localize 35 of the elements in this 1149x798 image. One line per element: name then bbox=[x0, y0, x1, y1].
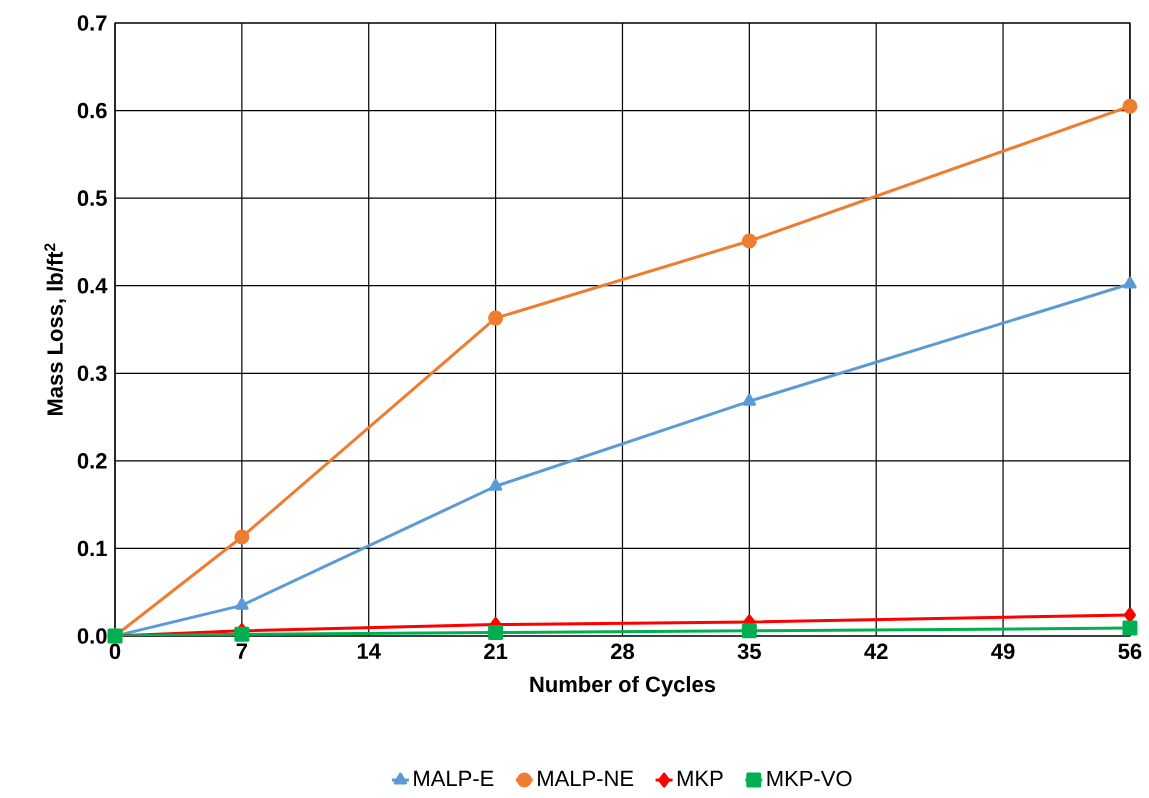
x-tick-label: 28 bbox=[611, 643, 635, 660]
point bbox=[488, 625, 504, 640]
legend-label: MKP-VO bbox=[767, 770, 852, 787]
point bbox=[488, 310, 504, 326]
y-tick-label: 0.3 bbox=[77, 365, 107, 382]
point bbox=[741, 623, 757, 639]
x-tick-label: 35 bbox=[737, 643, 761, 660]
y-tick-label: 0.5 bbox=[77, 190, 107, 206]
point bbox=[1122, 620, 1138, 636]
y-tick-label: 0.7 bbox=[77, 15, 107, 31]
point bbox=[488, 478, 503, 491]
point bbox=[1123, 276, 1137, 289]
x-tick-label: 49 bbox=[991, 643, 1015, 660]
point bbox=[235, 597, 249, 610]
x-tick-label: 21 bbox=[484, 643, 508, 659]
y-axis-title: Mass Loss, lb/ft$^{2}$ bbox=[44, 243, 67, 416]
point bbox=[742, 393, 757, 406]
legend-label: MALP-E bbox=[414, 770, 494, 786]
point bbox=[234, 529, 250, 545]
y-tick-label: 0.0 bbox=[77, 628, 107, 644]
y-tick-label: 0.1 bbox=[77, 540, 107, 557]
y-tick-label: 0.4 bbox=[77, 277, 108, 294]
point bbox=[1122, 98, 1138, 114]
y-tick-label: 0.2 bbox=[77, 453, 107, 469]
point bbox=[1123, 607, 1136, 623]
x-tick-label: 56 bbox=[1118, 643, 1142, 660]
x-tick-label: 7 bbox=[236, 643, 248, 659]
legend-label: MALP-NE bbox=[538, 770, 634, 786]
y-tick-label: 0.6 bbox=[77, 102, 107, 119]
x-axis-title: Number of Cycles bbox=[530, 676, 716, 697]
x-tick-label: 14 bbox=[357, 643, 381, 659]
legend-label: MKP bbox=[677, 770, 723, 786]
x-tick-label: 42 bbox=[864, 643, 888, 659]
point bbox=[741, 233, 757, 249]
x-tick-label: 0 bbox=[109, 643, 121, 660]
